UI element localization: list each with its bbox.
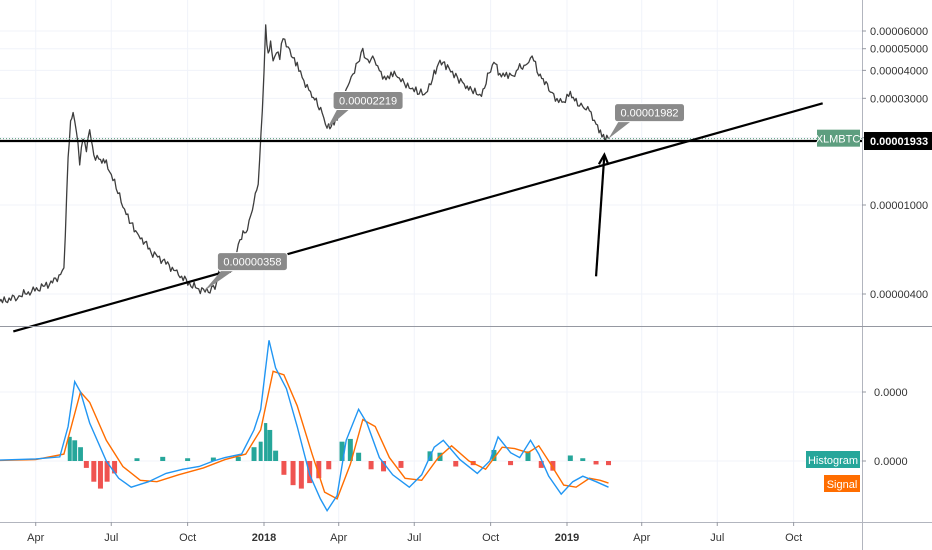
macd-legend-tag-label: Histogram bbox=[808, 455, 858, 467]
macd-histogram-bar bbox=[83, 461, 89, 468]
callout-pointer bbox=[203, 270, 234, 292]
macd-histogram-bar bbox=[550, 461, 556, 471]
macd-histogram-bar bbox=[538, 461, 544, 468]
callout-box bbox=[332, 90, 404, 110]
time-tick-label: Oct bbox=[785, 532, 802, 544]
arrow-head[interactable] bbox=[597, 152, 610, 166]
callout-label: 0.00001982 bbox=[620, 108, 678, 120]
callout-pointer bbox=[327, 109, 350, 129]
macd-legend-tag-bg bbox=[806, 451, 860, 468]
macd-histogram-bar bbox=[347, 438, 353, 461]
callout-box bbox=[614, 103, 686, 123]
symbol-tag[interactable]: XLMBTC bbox=[816, 129, 861, 147]
price-tick-label: 0.00006000 bbox=[870, 26, 928, 38]
macd-histogram-bar bbox=[281, 461, 287, 475]
macd-histogram-bar bbox=[606, 461, 612, 466]
macd-histogram-bar bbox=[78, 447, 83, 461]
macd-histogram-bar bbox=[326, 461, 332, 470]
price-tick-label: 0.00004000 bbox=[870, 65, 928, 77]
macd-histogram-bar bbox=[112, 461, 118, 474]
macd-histogram-bar bbox=[339, 441, 345, 461]
macd-legend-tag-label: Signal bbox=[827, 479, 858, 491]
price-tick-label: 0.00001000 bbox=[870, 200, 928, 212]
price-tick-label: 0.00000400 bbox=[870, 289, 928, 301]
macd-histogram-bar bbox=[67, 436, 72, 461]
time-tick-label: Apr bbox=[330, 532, 347, 544]
callout-box bbox=[216, 252, 288, 272]
macd-histogram-bar bbox=[72, 440, 78, 461]
callout-pointer bbox=[608, 121, 631, 139]
macd-histogram-bar bbox=[273, 450, 279, 461]
macd-histogram-bar bbox=[298, 461, 304, 489]
time-tick-label: 2019 bbox=[555, 532, 579, 544]
macd-histogram-bar bbox=[356, 452, 362, 461]
macd-line bbox=[0, 340, 609, 513]
arrow-shaft[interactable] bbox=[594, 154, 606, 277]
time-tick-label: 2018 bbox=[252, 532, 276, 544]
macd-legend-tag[interactable]: Signal bbox=[824, 475, 860, 492]
symbol-tag-label: XLMBTC bbox=[816, 134, 861, 146]
macd-histogram-bar bbox=[525, 451, 531, 461]
price-callout[interactable]: 0.00001982 bbox=[608, 103, 686, 139]
price-tick-label: 0.00005000 bbox=[870, 44, 928, 56]
macd-pane[interactable] bbox=[0, 340, 612, 513]
time-tick-label: Apr bbox=[27, 532, 44, 544]
macd-histogram-bar bbox=[381, 461, 387, 472]
macd-histogram-bar bbox=[567, 455, 573, 461]
macd-histogram-bar bbox=[210, 457, 216, 461]
macd-legend-tag[interactable]: Histogram bbox=[806, 451, 860, 468]
price-callout[interactable]: 0.00002219 bbox=[327, 90, 404, 129]
time-tick-label: Jul bbox=[407, 532, 421, 544]
price-pane[interactable] bbox=[0, 24, 862, 310]
macd-histogram-bar bbox=[508, 461, 514, 466]
macd-histogram-bar bbox=[264, 423, 268, 461]
time-tick-label: Jul bbox=[104, 532, 118, 544]
macd-histogram-bar bbox=[104, 461, 110, 482]
last-price-badge[interactable]: 0.00001933 bbox=[864, 132, 932, 151]
callout-label: 0.00000358 bbox=[223, 257, 281, 269]
price-series-line bbox=[0, 24, 610, 304]
macd-histogram-bar bbox=[398, 461, 404, 468]
time-tick-label: Jul bbox=[710, 532, 724, 544]
drawing-overlay[interactable]: 0.00000358 0.00002219 0.00001982 bbox=[0, 90, 862, 333]
macd-histogram-bar bbox=[491, 449, 497, 461]
macd-histogram-bar bbox=[453, 461, 459, 467]
macd-histogram-bar bbox=[97, 461, 103, 489]
macd-histogram-bar bbox=[258, 441, 263, 461]
price-callout[interactable]: 0.00000358 bbox=[203, 252, 288, 292]
symbol-tag-bg bbox=[817, 129, 860, 147]
last-price-badge-bg bbox=[864, 132, 932, 151]
price-tick-label: 0.00003000 bbox=[870, 93, 928, 105]
grid-layer bbox=[0, 0, 862, 522]
macd-histogram-bar bbox=[91, 461, 97, 482]
macd-legend-tag-bg bbox=[824, 475, 860, 492]
callout-label: 0.00002219 bbox=[339, 95, 397, 107]
macd-histogram-bar bbox=[267, 429, 273, 461]
macd-histogram-bar bbox=[368, 461, 374, 470]
macd-histogram-bar bbox=[290, 461, 296, 486]
time-tick-label: Apr bbox=[633, 532, 650, 544]
macd-tick-label: 0.0000 bbox=[874, 456, 908, 468]
last-price-badge-label: 0.00001933 bbox=[870, 136, 928, 148]
macd-histogram-bar bbox=[251, 447, 257, 461]
macd-histogram-bar bbox=[134, 458, 140, 461]
macd-histogram-bar bbox=[580, 458, 586, 461]
macd-histogram-bar bbox=[316, 461, 322, 479]
macd-histogram-bar bbox=[160, 456, 166, 461]
macd-signal-line bbox=[0, 370, 609, 500]
macd-tick-label: 0.0000 bbox=[874, 387, 908, 399]
time-tick-label: Oct bbox=[179, 532, 196, 544]
macd-histogram-bar bbox=[185, 458, 191, 461]
macd-histogram-bar bbox=[593, 461, 599, 465]
macd-histogram-bar bbox=[235, 456, 241, 461]
ascending-trendline[interactable] bbox=[13, 102, 823, 333]
time-tick-label: Oct bbox=[482, 532, 499, 544]
